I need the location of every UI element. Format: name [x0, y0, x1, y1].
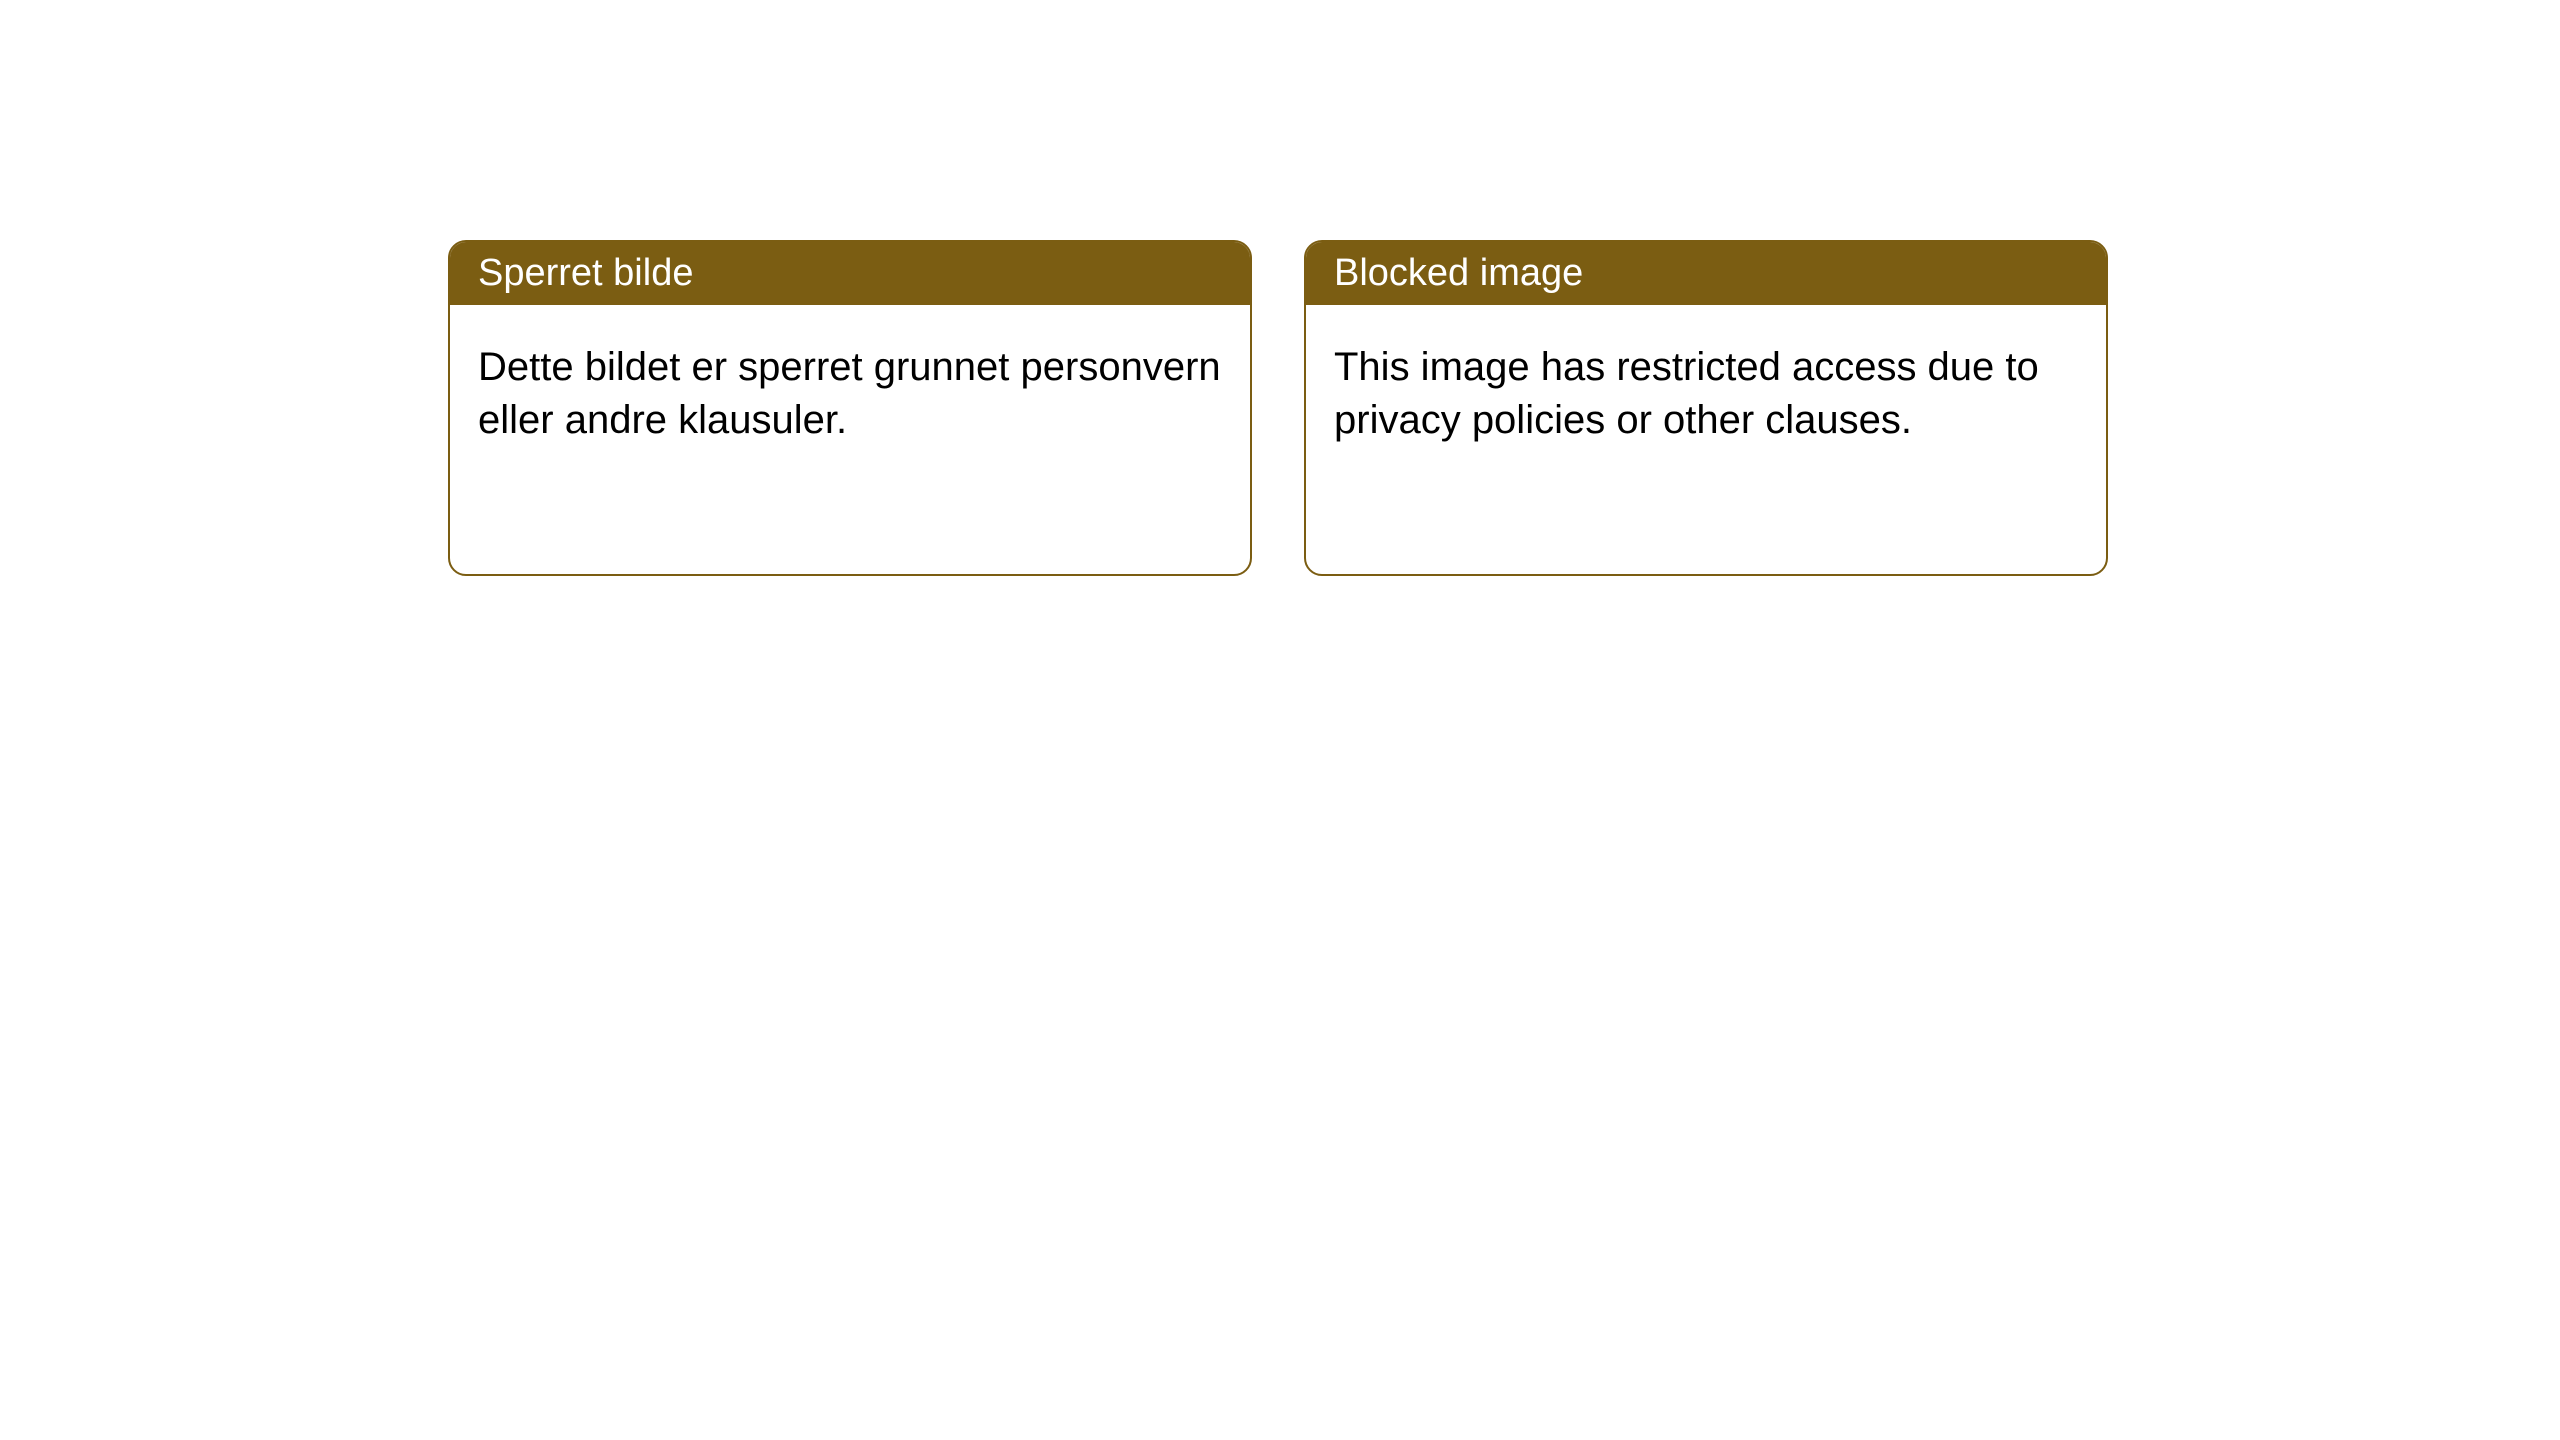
card-header: Sperret bilde: [450, 242, 1250, 305]
card-body: This image has restricted access due to …: [1306, 305, 2106, 483]
card-title: Blocked image: [1334, 252, 1583, 294]
card-title: Sperret bilde: [478, 252, 693, 294]
card-header: Blocked image: [1306, 242, 2106, 305]
card-body-text: This image has restricted access due to …: [1334, 345, 2039, 442]
card-body-text: Dette bildet er sperret grunnet personve…: [478, 345, 1221, 442]
card-body: Dette bildet er sperret grunnet personve…: [450, 305, 1250, 483]
card-container: Sperret bilde Dette bildet er sperret gr…: [0, 0, 2560, 576]
blocked-image-card-no: Sperret bilde Dette bildet er sperret gr…: [448, 240, 1252, 576]
blocked-image-card-en: Blocked image This image has restricted …: [1304, 240, 2108, 576]
